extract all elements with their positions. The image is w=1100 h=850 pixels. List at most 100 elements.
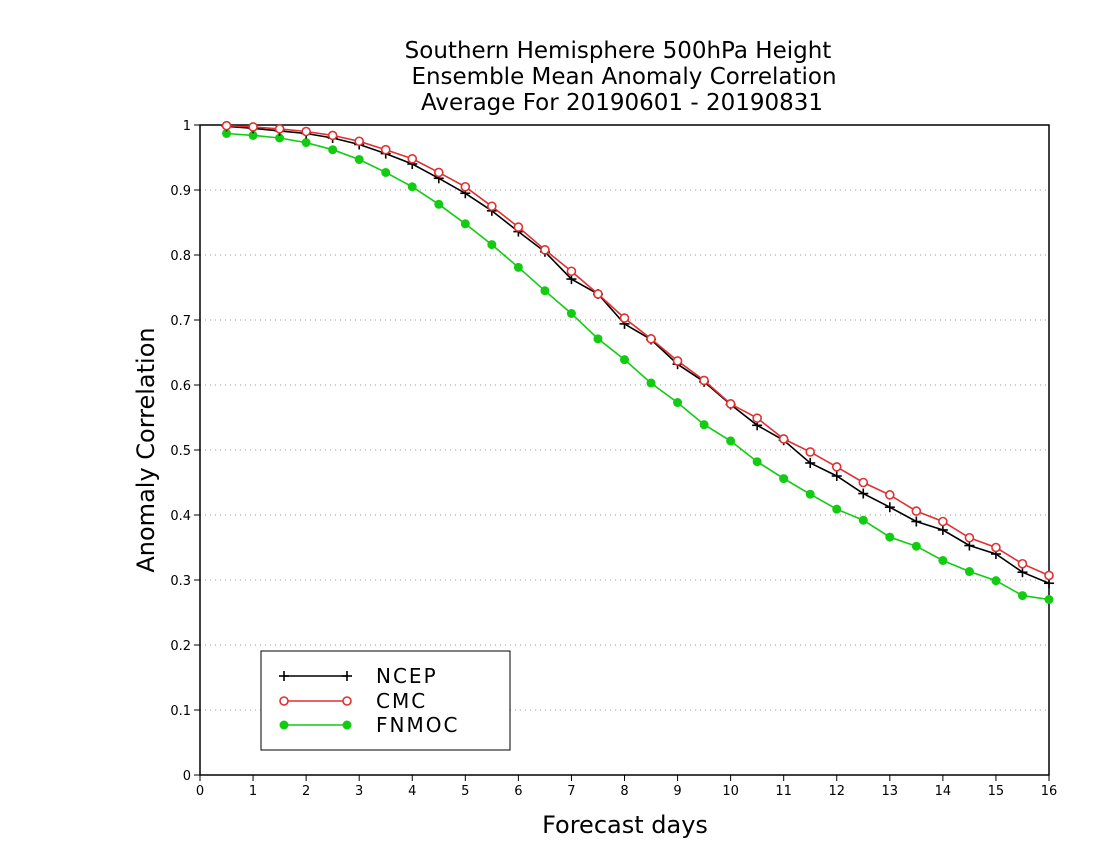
data-point-cmc bbox=[274, 124, 285, 134]
data-point-cmc bbox=[301, 126, 311, 137]
y-tick-label: 0.5 bbox=[170, 444, 191, 459]
series-ncep bbox=[221, 121, 1054, 589]
data-point-cmc bbox=[699, 375, 709, 386]
series-line-cmc bbox=[226, 124, 1050, 577]
data-point-ncep bbox=[911, 516, 922, 527]
data-point-fnmoc bbox=[832, 504, 842, 514]
legend-label: FNMOC bbox=[376, 713, 459, 737]
data-point-cmc bbox=[805, 447, 816, 457]
data-point-cmc bbox=[619, 313, 630, 323]
data-point-cmc bbox=[593, 289, 603, 299]
data-point-fnmoc bbox=[301, 138, 311, 148]
legend-marker bbox=[279, 720, 289, 730]
title-line-1: Southern Hemisphere 500hPa Height bbox=[405, 38, 832, 64]
y-tick-label: 0.4 bbox=[170, 509, 191, 524]
data-point-cmc bbox=[248, 122, 258, 132]
data-point-fnmoc bbox=[938, 556, 948, 565]
x-tick-label: 15 bbox=[988, 784, 1005, 799]
y-tick-label: 0.7 bbox=[170, 314, 191, 329]
title-line-2: Ensemble Mean Anomaly Correlation bbox=[411, 64, 836, 90]
data-point-ncep bbox=[937, 524, 948, 535]
y-tick-label: 0.1 bbox=[170, 704, 191, 719]
series-line-ncep bbox=[226, 125, 1050, 585]
x-tick-label: 10 bbox=[722, 784, 739, 799]
data-point-ncep bbox=[884, 502, 895, 513]
data-point-cmc bbox=[433, 167, 444, 178]
data-point-cmc bbox=[513, 222, 524, 232]
data-point-cmc bbox=[646, 334, 656, 344]
data-point-fnmoc bbox=[673, 398, 683, 408]
data-point-fnmoc bbox=[407, 182, 417, 192]
y-tick-label: 0.2 bbox=[170, 639, 191, 654]
series-cmc bbox=[221, 120, 1054, 581]
data-point-fnmoc bbox=[885, 532, 895, 542]
x-tick-label: 1 bbox=[249, 784, 257, 799]
legend-marker bbox=[279, 696, 289, 706]
data-point-fnmoc bbox=[381, 167, 391, 177]
data-point-fnmoc bbox=[275, 133, 285, 143]
data-point-cmc bbox=[725, 399, 736, 409]
data-point-cmc bbox=[1017, 558, 1028, 569]
data-point-cmc bbox=[221, 120, 232, 131]
legend-item-cmc: CMC bbox=[279, 689, 425, 713]
series-line-fnmoc bbox=[226, 132, 1050, 601]
data-point-fnmoc bbox=[1017, 591, 1027, 601]
y-tick-label: 0.8 bbox=[170, 249, 191, 264]
data-point-cmc bbox=[752, 413, 762, 423]
legend-label: NCEP bbox=[376, 664, 438, 688]
data-point-cmc bbox=[858, 477, 869, 488]
y-tick-label: 0.6 bbox=[170, 379, 191, 394]
data-point-cmc bbox=[964, 532, 975, 543]
data-point-cmc bbox=[938, 516, 948, 527]
data-point-fnmoc bbox=[248, 130, 258, 140]
legend-item-fnmoc: FNMOC bbox=[279, 713, 459, 737]
y-axis-title: Anomaly Correlation bbox=[132, 327, 160, 572]
data-point-fnmoc bbox=[434, 199, 444, 209]
x-tick-label: 6 bbox=[514, 784, 522, 799]
legend-item-ncep: NCEP bbox=[279, 664, 438, 688]
x-tick-label: 0 bbox=[196, 784, 204, 799]
data-point-ncep bbox=[858, 488, 869, 499]
data-point-fnmoc bbox=[487, 240, 497, 250]
data-point-fnmoc bbox=[354, 154, 364, 164]
data-point-cmc bbox=[672, 356, 683, 366]
data-point-cmc bbox=[885, 490, 895, 500]
data-point-fnmoc bbox=[566, 309, 576, 318]
data-point-fnmoc bbox=[805, 489, 815, 499]
x-tick-label: 8 bbox=[620, 784, 628, 799]
x-tick-label: 4 bbox=[408, 784, 416, 799]
y-tick-label: 0.9 bbox=[170, 184, 191, 199]
legend-marker bbox=[342, 696, 352, 706]
data-point-fnmoc bbox=[699, 420, 709, 430]
data-point-cmc bbox=[407, 154, 418, 164]
data-point-fnmoc bbox=[328, 145, 338, 155]
y-tick-label: 0 bbox=[183, 769, 191, 784]
series-layer bbox=[221, 120, 1054, 604]
y-tick-label: 0.3 bbox=[170, 574, 191, 589]
data-point-cmc bbox=[354, 136, 364, 147]
gridlines bbox=[200, 189, 1049, 711]
data-point-fnmoc bbox=[911, 541, 921, 551]
data-point-fnmoc bbox=[964, 567, 974, 577]
x-tick-label: 7 bbox=[567, 784, 575, 799]
x-tick-label: 11 bbox=[775, 784, 792, 799]
y-axis-ticks: 0 0.1 0.2 0.3 0.4 0.5 0.6 0.7 0.8 0.9 1 bbox=[170, 119, 200, 784]
data-point-cmc bbox=[991, 542, 1001, 553]
data-point-fnmoc bbox=[726, 436, 736, 446]
data-point-fnmoc bbox=[752, 457, 762, 467]
x-axis-title: Forecast days bbox=[542, 811, 708, 839]
x-tick-label: 13 bbox=[882, 784, 899, 799]
data-point-fnmoc bbox=[991, 576, 1001, 586]
data-point-fnmoc bbox=[858, 515, 868, 525]
x-axis-ticks: 0 1 2 3 4 5 6 7 8 9 10 11 12 13 14 15 16 bbox=[196, 775, 1057, 799]
data-point-fnmoc bbox=[513, 262, 523, 272]
data-point-fnmoc bbox=[460, 219, 470, 229]
data-point-fnmoc bbox=[620, 355, 629, 365]
y-tick-label: 1 bbox=[183, 119, 191, 134]
data-point-fnmoc bbox=[540, 286, 550, 296]
data-point-cmc bbox=[911, 506, 922, 516]
data-point-fnmoc bbox=[1044, 595, 1054, 604]
data-point-cmc bbox=[1044, 570, 1054, 581]
x-tick-label: 14 bbox=[935, 784, 952, 799]
